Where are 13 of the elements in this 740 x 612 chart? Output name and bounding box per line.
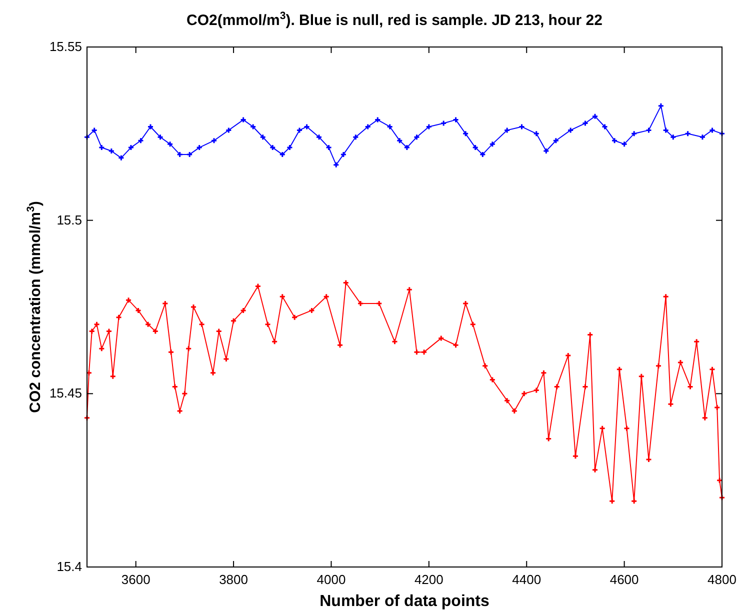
x-tick-label: 3800	[219, 572, 248, 587]
x-tick-label: 4200	[414, 572, 444, 587]
x-axis-title: Number of data points	[320, 593, 490, 610]
y-tick-label: 15.45	[49, 386, 82, 401]
x-tick-label: 4600	[610, 572, 639, 587]
y-tick-label: 15.4	[56, 559, 82, 574]
x-tick-label: 4400	[512, 572, 542, 587]
y-tick-label: 15.5	[56, 212, 82, 228]
chart-title: CO2(mmol/m$^{3}$). Blue is null, red is sample. JD 213, hour 22	[186, 10, 602, 29]
y-tick-label: 15.55	[49, 39, 82, 54]
x-tick-label: 3600	[121, 572, 150, 587]
x-tick-label: 4800	[708, 572, 736, 587]
x-tick-label: 4000	[316, 572, 346, 587]
